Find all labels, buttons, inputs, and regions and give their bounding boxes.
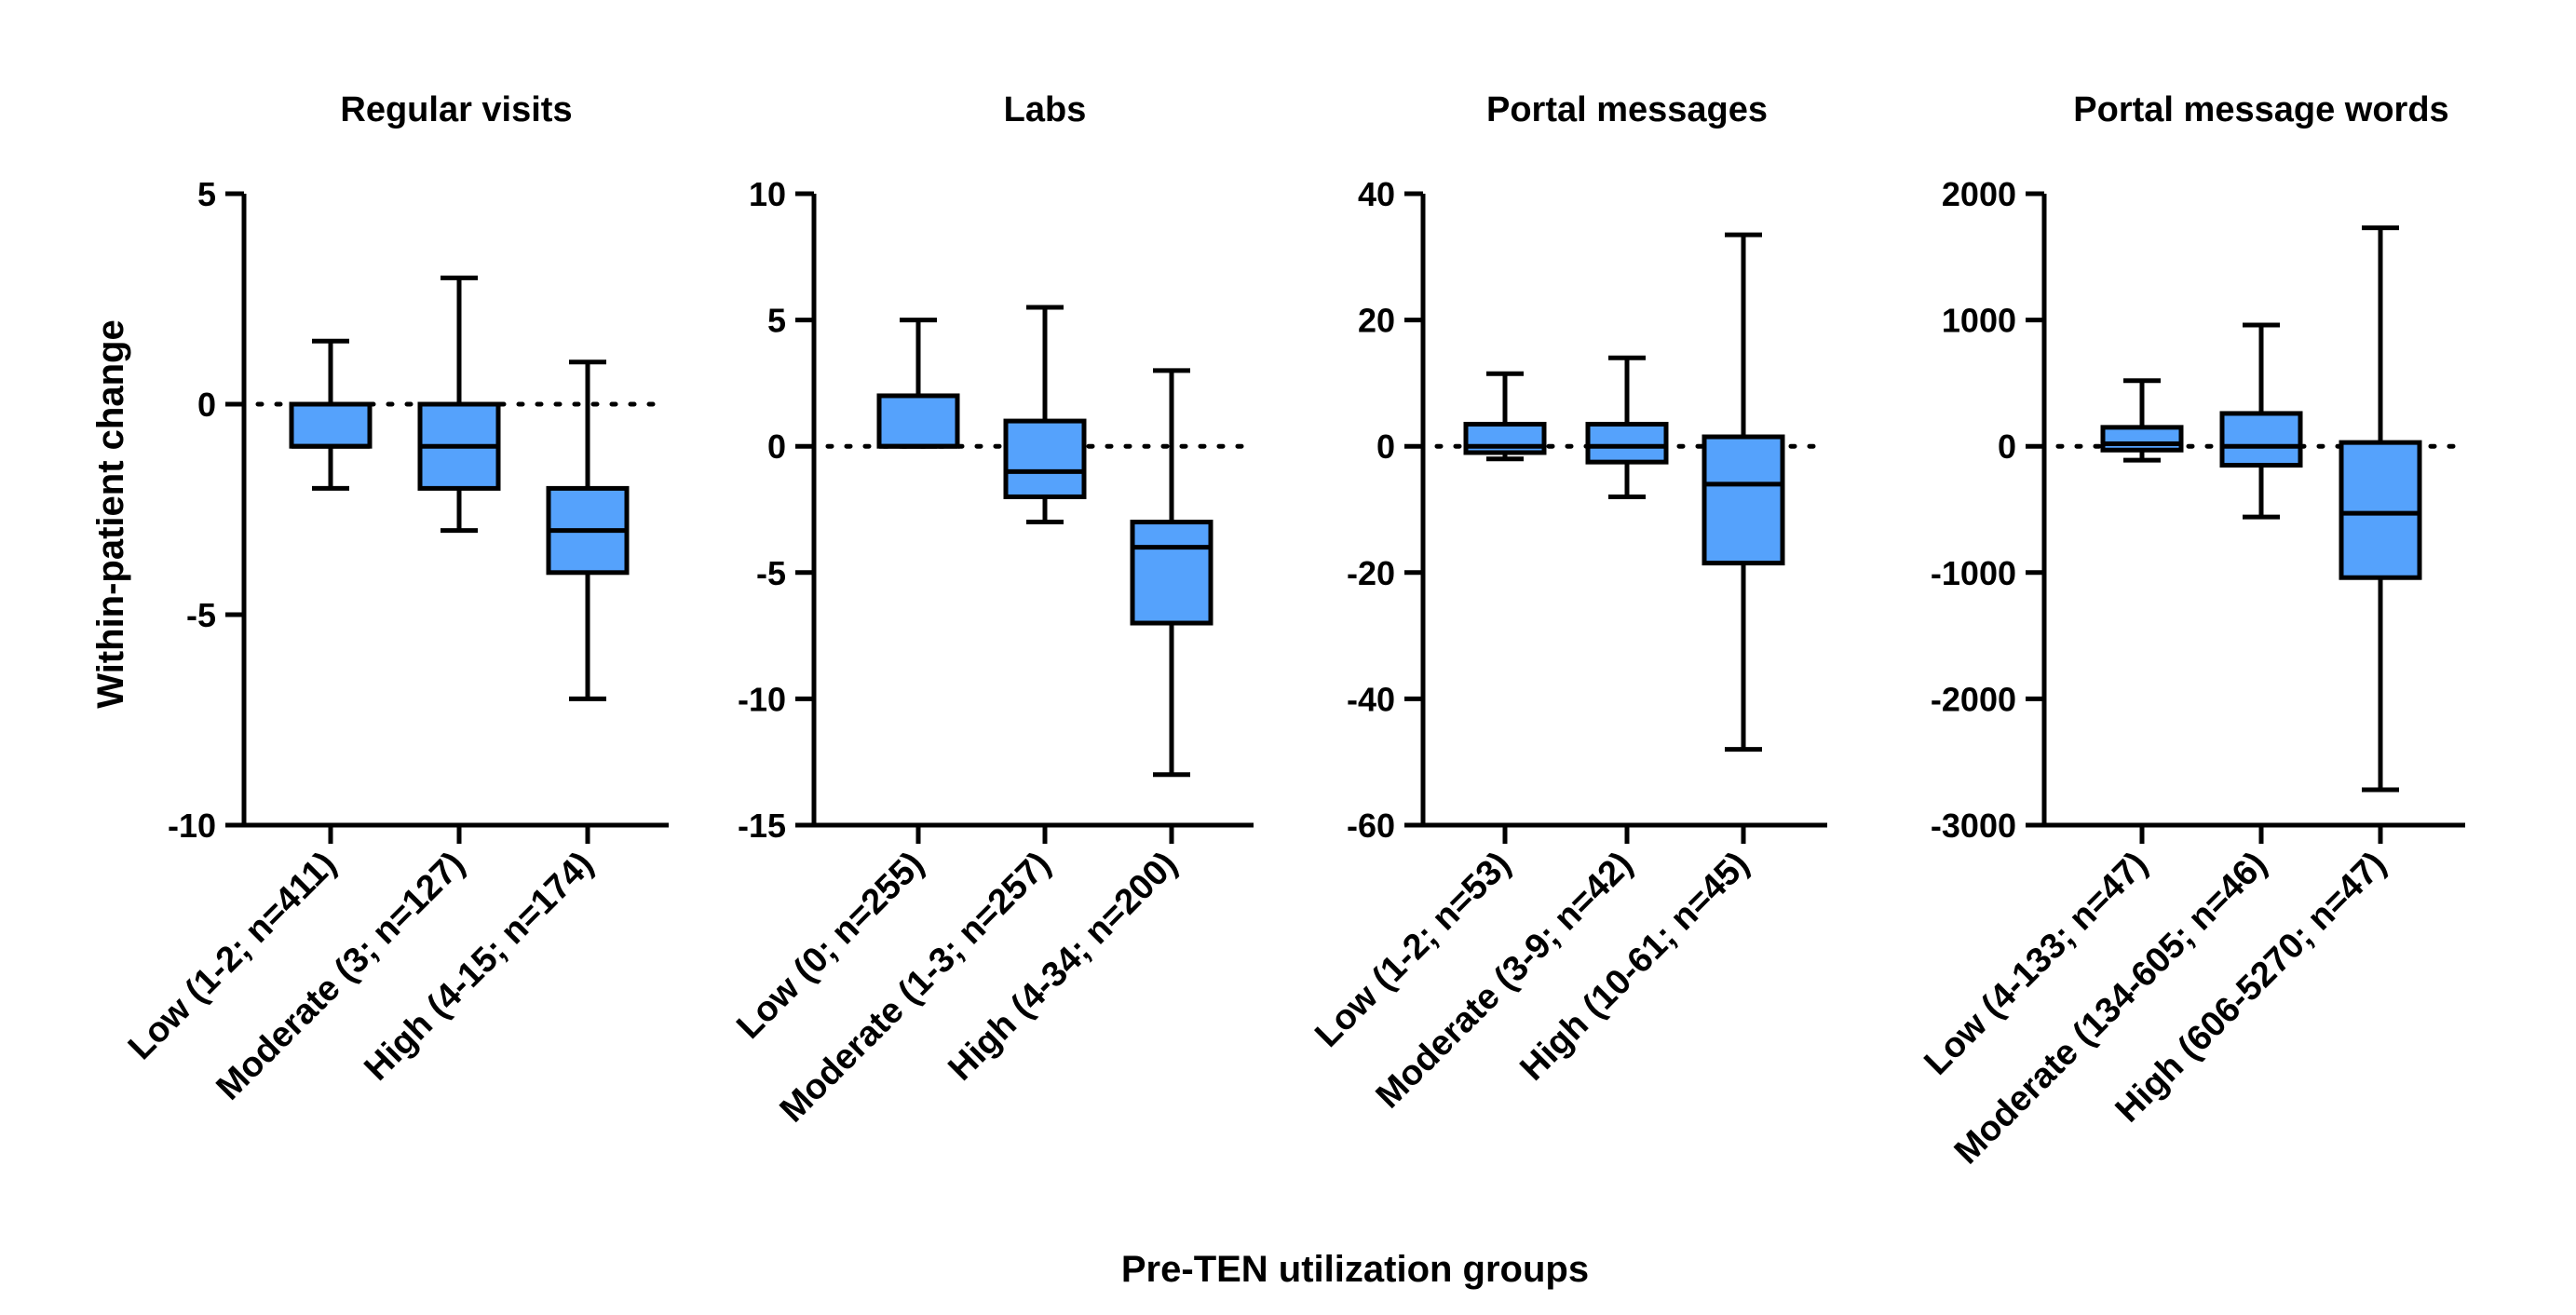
y-tick-label: 0 (1376, 427, 1395, 466)
panel-4: Portal message words 2000 1000 0 -1000 -2000 -… (1917, 90, 2465, 1172)
y-tick-label: -10 (168, 807, 216, 845)
box-1 (289, 338, 373, 491)
y-tick-label: -40 (1347, 680, 1395, 718)
y-tick-label: 0 (1998, 427, 2016, 466)
y-tick-label: -5 (186, 596, 216, 634)
iqr-box (2100, 425, 2184, 453)
box-2 (1003, 305, 1087, 525)
y-tick-label: -60 (1347, 807, 1395, 845)
y-tick-label: -1000 (1931, 554, 2016, 592)
iqr-box (2339, 440, 2422, 580)
panel-title: Portal message words (2073, 90, 2448, 129)
box-3 (546, 359, 630, 701)
box-2 (417, 275, 501, 534)
y-tick-label: -3000 (1931, 807, 2016, 845)
box-1 (1463, 371, 1547, 462)
category-label: High (4-34; n=200) (941, 845, 1185, 1089)
iqr-box (289, 401, 373, 449)
y-tick-label: 40 (1358, 175, 1395, 213)
iqr-box (1003, 418, 1087, 499)
y-tick-label: 20 (1358, 302, 1395, 340)
category-label: High (10-61; n=45) (1512, 845, 1756, 1089)
x-axis-title: Pre-TEN utilization groups (1121, 1249, 1589, 1290)
y-tick-label: 2000 (1942, 175, 2016, 213)
box-2 (2219, 322, 2303, 520)
y-tick-label: 10 (749, 175, 786, 213)
category-label: Low (4-133; n=47) (1917, 845, 2155, 1083)
category-label: High (4-15; n=174) (357, 845, 601, 1089)
panel-title: Labs (1004, 90, 1087, 129)
box-3 (2339, 225, 2422, 793)
y-tick-label: -20 (1347, 554, 1395, 592)
y-tick-label: 5 (197, 175, 216, 213)
y-axis-title: Within-patient change (90, 319, 131, 708)
y-tick-label: 0 (197, 386, 216, 424)
y-tick-label: 0 (767, 427, 786, 466)
y-tick-label: -15 (738, 807, 786, 845)
box-3 (1130, 368, 1213, 778)
y-tick-label: 1000 (1942, 302, 2016, 340)
iqr-box (2219, 411, 2303, 468)
y-tick-label: -5 (756, 554, 786, 592)
box-1 (876, 318, 960, 449)
box-2 (1585, 355, 1669, 499)
y-tick-label: 5 (767, 302, 786, 340)
iqr-box (876, 393, 960, 449)
panel-title: Regular visits (340, 90, 572, 129)
iqr-box (1702, 434, 1785, 566)
iqr-box (1585, 421, 1669, 465)
box-1 (2100, 378, 2184, 463)
y-tick-label: -10 (738, 680, 786, 718)
y-tick-label: -2000 (1931, 680, 2016, 718)
box-3 (1702, 232, 1785, 752)
panel-title: Portal messages (1486, 90, 1768, 129)
category-label: Moderate (3; n=127) (210, 845, 473, 1108)
iqr-box (1130, 520, 1213, 626)
